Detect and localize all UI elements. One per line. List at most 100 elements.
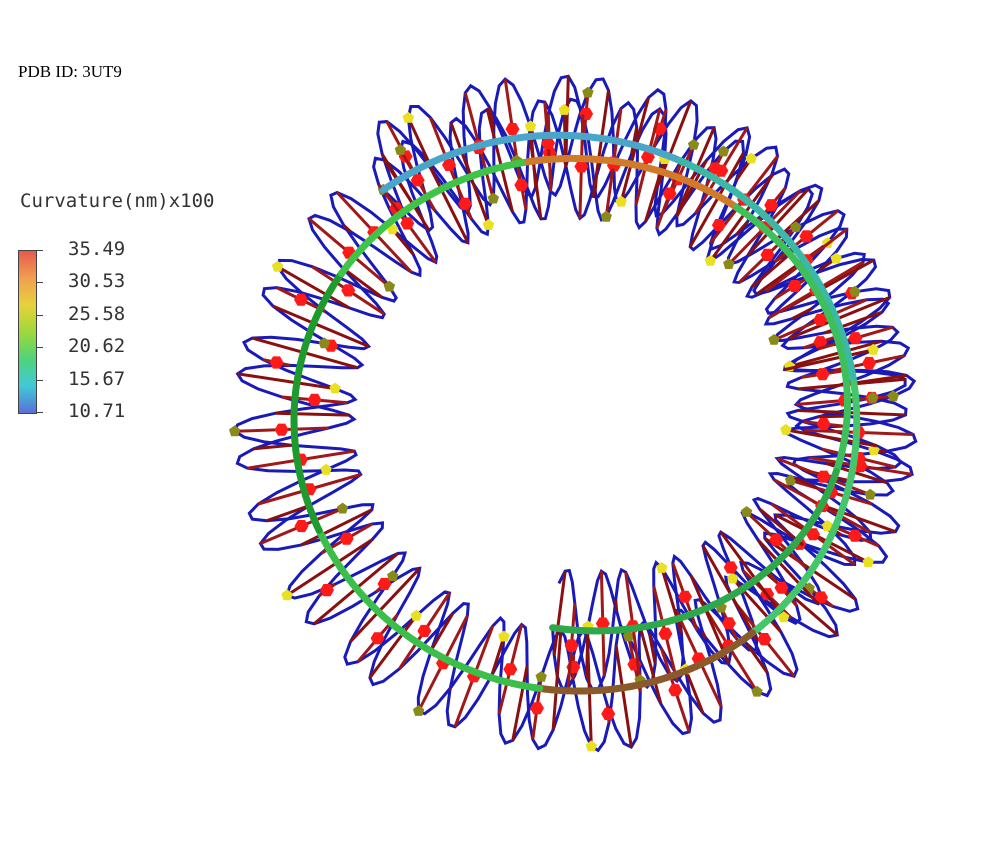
base-pair bbox=[341, 266, 383, 299]
base-pair bbox=[276, 265, 351, 310]
base-ring bbox=[723, 561, 738, 574]
base-pair bbox=[614, 599, 619, 612]
colorbar-tick-label: 20.62 bbox=[68, 335, 126, 357]
sugar-pentagon bbox=[402, 111, 415, 123]
pdb-id-label: PDB ID: 3UT9 bbox=[18, 62, 122, 81]
base-ring bbox=[721, 617, 736, 630]
base-pair bbox=[785, 428, 878, 448]
sugar-pentagon bbox=[740, 506, 753, 517]
base-pair bbox=[423, 155, 470, 244]
base-pair bbox=[266, 504, 310, 523]
colorbar-tick-mark bbox=[36, 250, 43, 251]
base-ring bbox=[307, 393, 322, 406]
base-pair bbox=[511, 665, 529, 741]
sugar-pentagon bbox=[320, 463, 332, 475]
base-pair bbox=[789, 339, 882, 368]
base-ring bbox=[339, 532, 354, 545]
base-pair bbox=[648, 634, 657, 665]
curvature-axis-tube bbox=[290, 131, 861, 695]
sugar-pentagon bbox=[717, 145, 730, 157]
colorbar-tick-label: 10.71 bbox=[68, 400, 126, 422]
base-pair bbox=[237, 372, 336, 391]
sugar-pentagon bbox=[524, 120, 537, 132]
base-pair bbox=[745, 643, 769, 674]
base-pair bbox=[817, 414, 849, 419]
base-ring bbox=[514, 179, 529, 192]
sugar-pentagon bbox=[821, 520, 834, 531]
sugar-pentagon bbox=[723, 258, 735, 269]
base-pair bbox=[784, 348, 874, 372]
base-ring bbox=[269, 356, 284, 369]
base-pair bbox=[342, 224, 352, 233]
base-pair bbox=[709, 173, 775, 262]
base-pair bbox=[487, 106, 496, 130]
base-pair bbox=[490, 636, 506, 676]
sugar-pentagon bbox=[745, 152, 757, 164]
sugar-pentagon bbox=[867, 343, 879, 355]
colorbar-tick-mark bbox=[36, 380, 43, 381]
base-pair bbox=[593, 176, 598, 192]
base-pair bbox=[485, 109, 514, 213]
sugar-pentagon bbox=[780, 423, 792, 435]
base-ring bbox=[816, 470, 831, 483]
base-pair bbox=[619, 97, 651, 203]
base-ring bbox=[787, 280, 802, 293]
sugar-pentagon bbox=[482, 219, 495, 230]
sugar-pentagon bbox=[867, 392, 879, 403]
sugar-pentagon bbox=[281, 589, 293, 601]
base-ring bbox=[769, 533, 784, 546]
base-ring bbox=[813, 313, 828, 326]
base-ring bbox=[370, 632, 385, 645]
base-ring bbox=[678, 590, 692, 603]
base-ring bbox=[806, 528, 820, 541]
colorbar-title: Curvature(nm)x100 bbox=[20, 190, 215, 212]
sugar-pentagon bbox=[864, 488, 876, 500]
base-pair bbox=[272, 304, 370, 348]
base-pair bbox=[638, 625, 663, 705]
base-pair bbox=[774, 513, 869, 564]
base-pair bbox=[551, 630, 563, 731]
base-ring bbox=[708, 162, 723, 175]
base-ring bbox=[757, 633, 772, 646]
base-ring bbox=[503, 663, 518, 676]
sugar-pentagon bbox=[615, 195, 627, 207]
base-pair bbox=[614, 645, 633, 748]
base-pair bbox=[368, 614, 418, 679]
sugar-pentagon bbox=[318, 337, 330, 349]
base-pair bbox=[528, 133, 543, 219]
base-ring bbox=[320, 584, 334, 597]
sugar-pentagon bbox=[558, 104, 570, 115]
base-pair bbox=[701, 631, 708, 639]
base-pair bbox=[790, 307, 812, 321]
sugar-pentagon bbox=[535, 671, 547, 682]
base-ring bbox=[760, 248, 775, 261]
base-ring bbox=[764, 199, 779, 212]
base-pair bbox=[757, 538, 820, 605]
sugar-pentagon bbox=[830, 252, 842, 264]
sugar-pentagon bbox=[412, 705, 425, 716]
colorbar-tick-mark bbox=[36, 315, 43, 316]
sugar-pentagon bbox=[329, 382, 341, 394]
sugar-pentagon bbox=[622, 630, 635, 642]
colorbar-tick-label: 30.53 bbox=[68, 270, 126, 292]
base-ring bbox=[274, 423, 289, 436]
base-ring bbox=[658, 627, 673, 640]
base-ring bbox=[458, 197, 472, 210]
base-pair bbox=[300, 508, 373, 547]
base-ring bbox=[442, 158, 456, 171]
base-ring bbox=[816, 417, 831, 430]
base-ring bbox=[564, 639, 579, 652]
base-ring bbox=[505, 123, 520, 136]
sugar-pentagon bbox=[790, 221, 802, 233]
sugar-pentagon bbox=[271, 260, 284, 272]
sugar-pentagon bbox=[862, 556, 874, 568]
colorbar-tick-label: 35.49 bbox=[68, 238, 126, 260]
colorbar-tick-mark bbox=[36, 412, 43, 413]
sugar-pentagon bbox=[383, 280, 396, 292]
base-pair bbox=[286, 538, 374, 597]
base-pair bbox=[797, 409, 906, 417]
base-ring bbox=[848, 332, 863, 345]
sugar-pentagon bbox=[727, 572, 739, 584]
base-ring bbox=[668, 684, 683, 697]
